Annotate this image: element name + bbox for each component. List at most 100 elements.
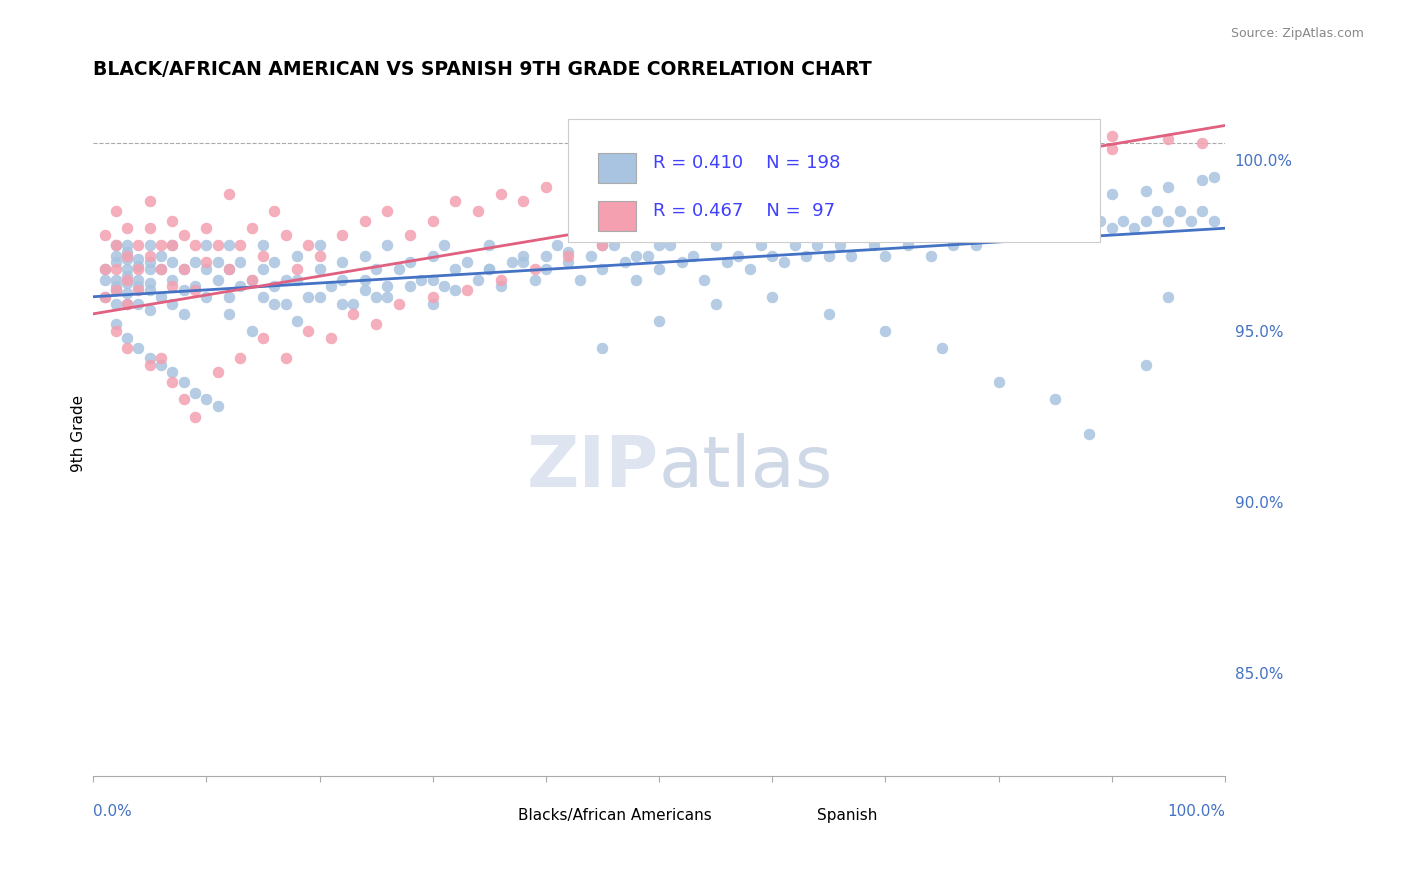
- Point: [1157, 180, 1180, 194]
- Point: [1191, 173, 1213, 187]
- Point: [1157, 290, 1180, 304]
- Point: [512, 249, 534, 263]
- Point: [568, 272, 591, 286]
- Point: [817, 249, 839, 263]
- Point: [761, 290, 783, 304]
- Point: [841, 249, 863, 263]
- Point: [252, 331, 274, 345]
- Point: [240, 324, 263, 338]
- Point: [162, 272, 184, 286]
- Point: [297, 290, 319, 304]
- Point: [1135, 358, 1157, 372]
- Point: [184, 283, 207, 297]
- Point: [115, 221, 138, 235]
- Point: [1135, 214, 1157, 228]
- Point: [139, 351, 162, 366]
- Point: [1043, 228, 1066, 243]
- Point: [637, 249, 659, 263]
- Point: [115, 249, 138, 263]
- Point: [399, 255, 422, 269]
- Point: [139, 303, 162, 318]
- Point: [875, 201, 897, 215]
- Point: [931, 139, 953, 153]
- Point: [319, 279, 342, 293]
- Point: [240, 272, 263, 286]
- Point: [738, 262, 761, 277]
- Point: [115, 331, 138, 345]
- Point: [285, 262, 308, 277]
- Point: [1078, 426, 1101, 441]
- Point: [115, 296, 138, 310]
- Point: [150, 262, 173, 277]
- Point: [806, 238, 828, 252]
- Point: [207, 365, 229, 379]
- Point: [648, 262, 671, 277]
- Point: [127, 296, 149, 310]
- Point: [229, 279, 252, 293]
- Point: [353, 272, 375, 286]
- Point: [115, 276, 138, 290]
- Point: [342, 307, 364, 321]
- Point: [104, 317, 127, 331]
- Point: [1135, 184, 1157, 198]
- Point: [1146, 204, 1168, 219]
- Point: [749, 238, 772, 252]
- Point: [377, 204, 399, 219]
- Point: [115, 296, 138, 310]
- Point: [772, 255, 794, 269]
- Point: [965, 238, 987, 252]
- Point: [115, 262, 138, 277]
- Point: [478, 262, 501, 277]
- Point: [93, 290, 115, 304]
- Point: [252, 249, 274, 263]
- Point: [761, 153, 783, 167]
- Point: [875, 324, 897, 338]
- Point: [308, 290, 330, 304]
- Point: [127, 272, 149, 286]
- Point: [104, 262, 127, 277]
- Point: [931, 228, 953, 243]
- Point: [761, 249, 783, 263]
- Y-axis label: 9th Grade: 9th Grade: [72, 395, 86, 472]
- Point: [523, 272, 546, 286]
- Point: [591, 341, 613, 355]
- Point: [591, 238, 613, 252]
- Point: [330, 228, 353, 243]
- Point: [682, 228, 704, 243]
- Point: [965, 186, 987, 201]
- Point: [115, 252, 138, 266]
- Point: [1202, 214, 1225, 228]
- Point: [433, 279, 456, 293]
- Point: [716, 255, 738, 269]
- Point: [139, 238, 162, 252]
- Point: [953, 228, 976, 243]
- Point: [104, 204, 127, 219]
- Point: [1123, 221, 1146, 235]
- Point: [330, 272, 353, 286]
- Point: [104, 238, 127, 252]
- Point: [976, 228, 998, 243]
- Point: [229, 255, 252, 269]
- Point: [467, 272, 489, 286]
- Point: [794, 214, 817, 228]
- Point: [173, 376, 195, 390]
- Point: [830, 238, 852, 252]
- Point: [104, 296, 127, 310]
- Point: [671, 214, 693, 228]
- Point: [353, 283, 375, 297]
- Point: [139, 276, 162, 290]
- Point: [218, 262, 240, 277]
- Text: 0.0%: 0.0%: [93, 804, 132, 819]
- Point: [456, 283, 478, 297]
- Point: [1078, 228, 1101, 243]
- Point: [682, 249, 704, 263]
- Point: [817, 307, 839, 321]
- Point: [207, 238, 229, 252]
- Point: [478, 262, 501, 277]
- Point: [852, 228, 875, 243]
- Point: [1112, 214, 1135, 228]
- Point: [693, 272, 716, 286]
- Point: [173, 262, 195, 277]
- Point: [1032, 221, 1054, 235]
- Point: [659, 238, 682, 252]
